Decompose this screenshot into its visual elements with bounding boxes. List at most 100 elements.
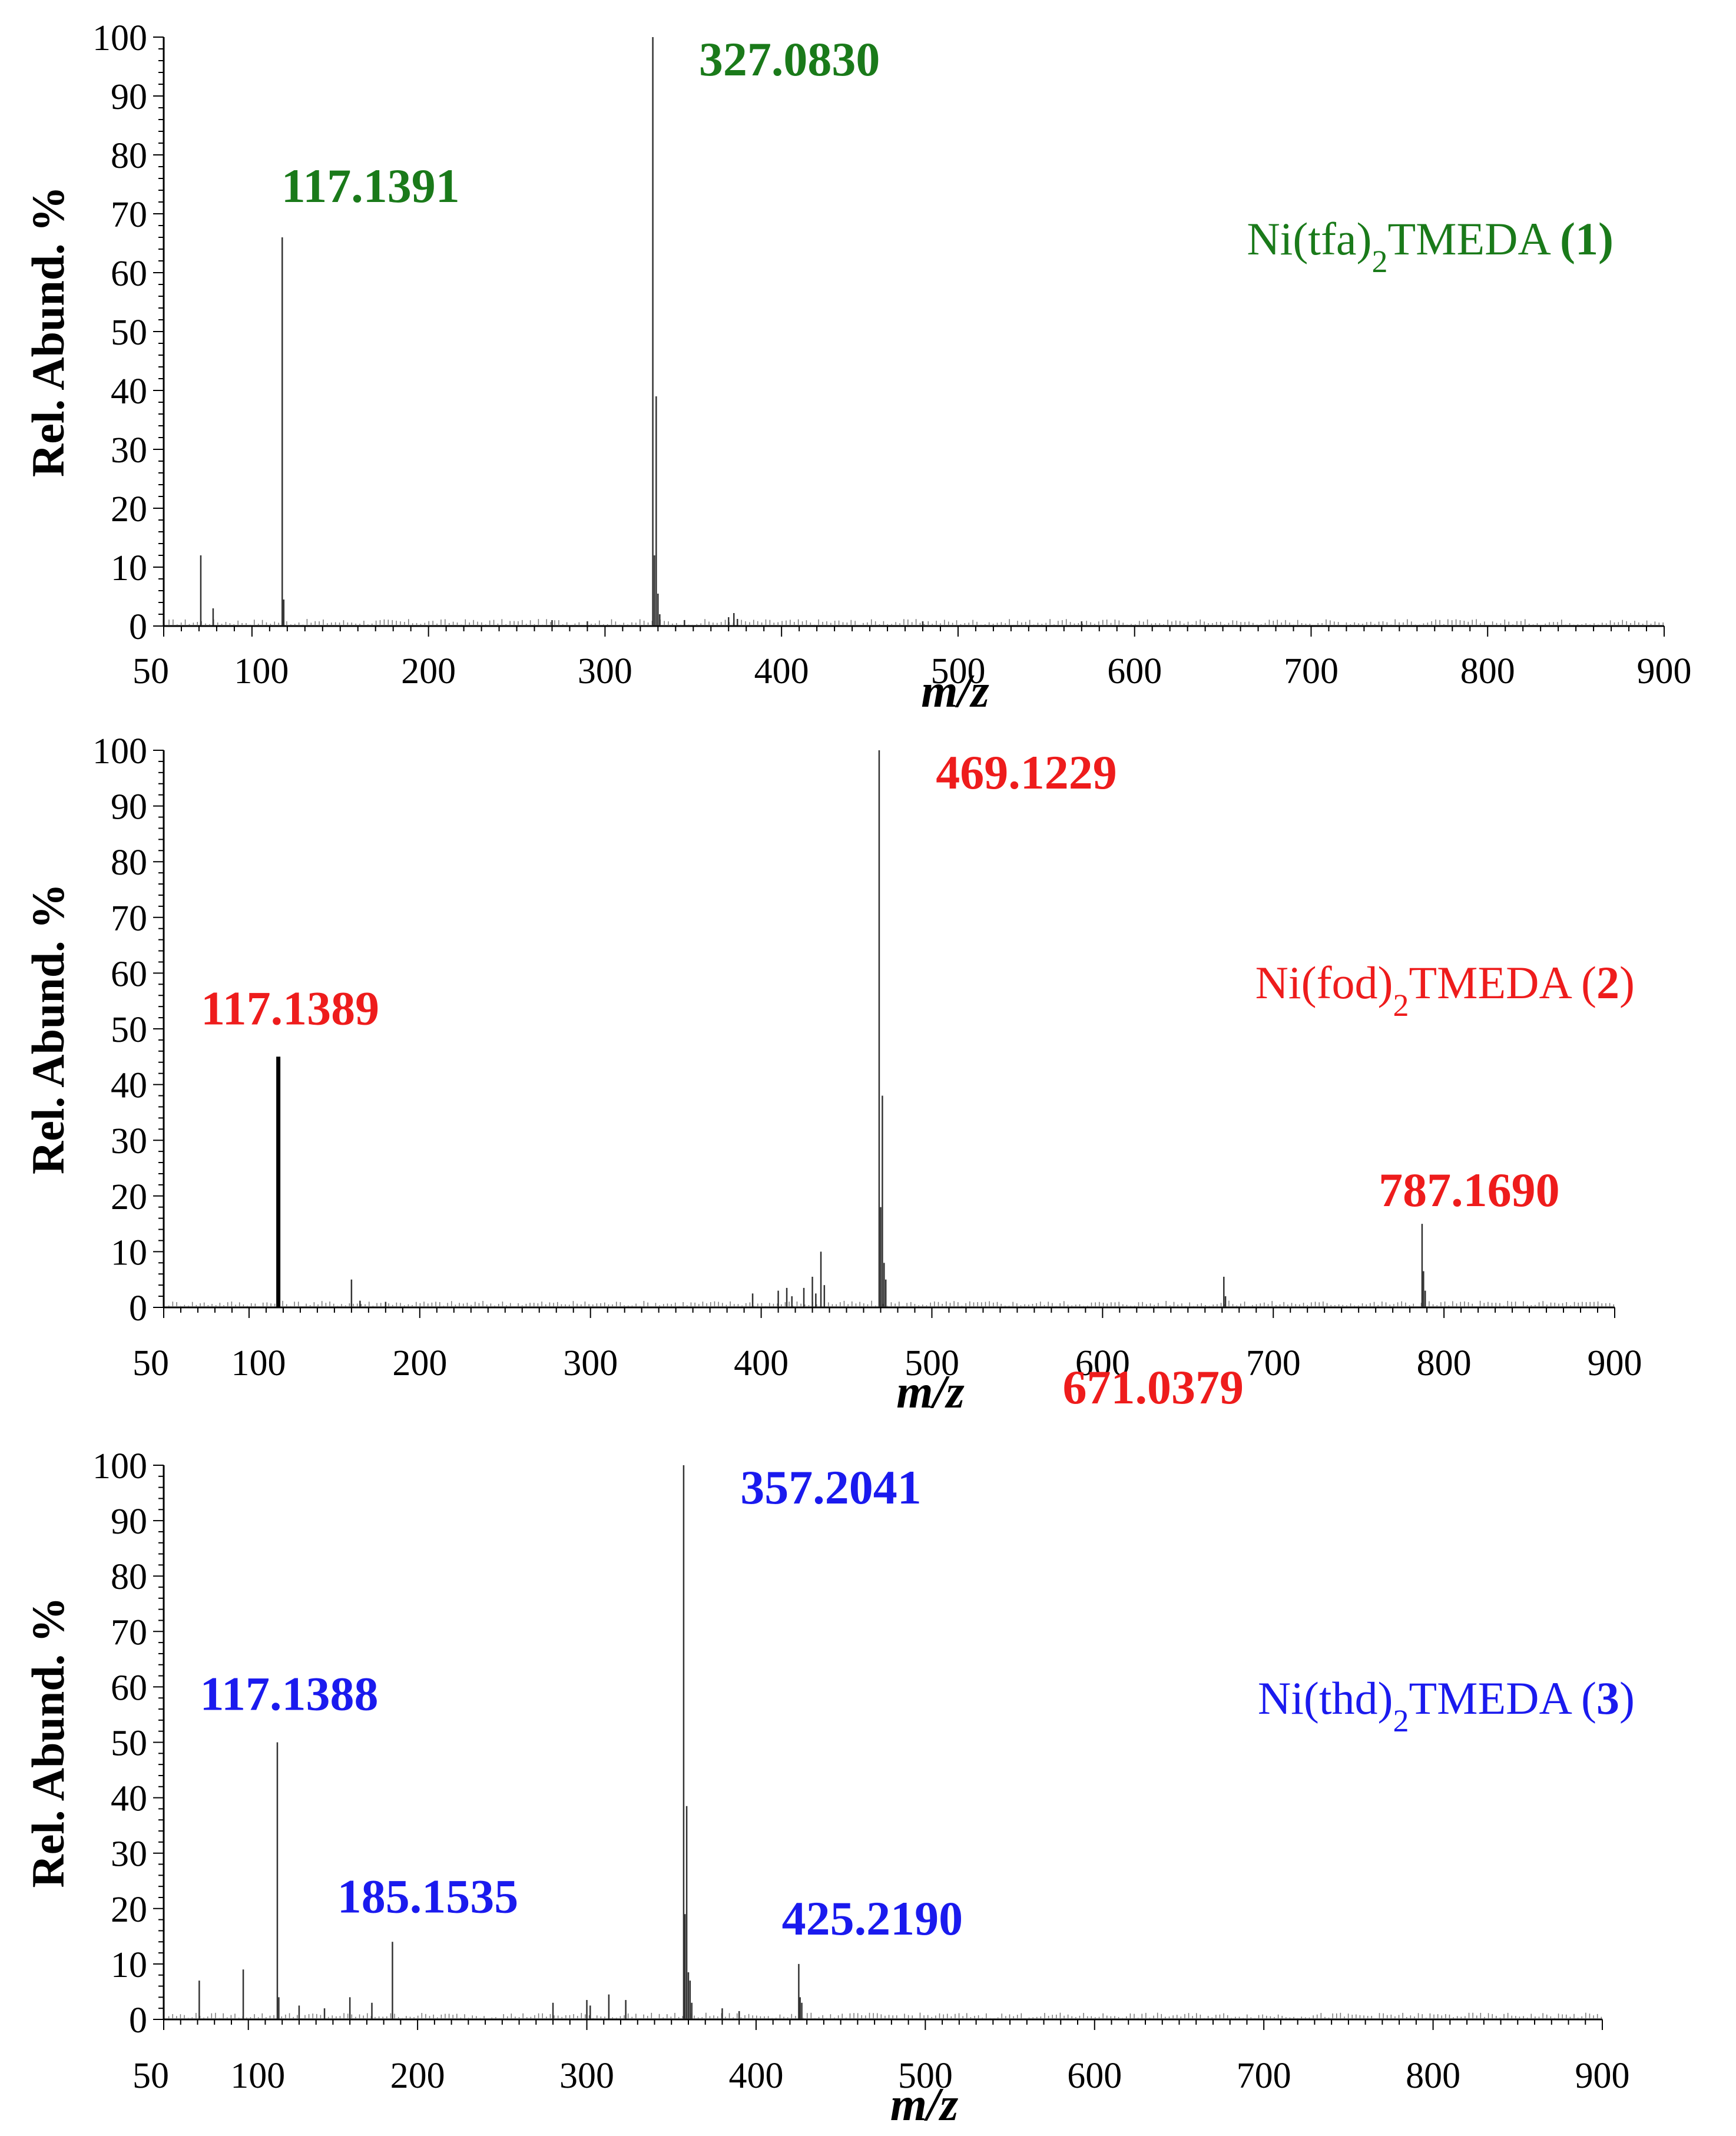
y-tick-label: 30 bbox=[111, 1834, 147, 1875]
compound-label: Ni(tfa)2TMEDA (1) bbox=[1247, 213, 1614, 279]
compound-label-prefix: Ni(thd) bbox=[1258, 1673, 1393, 1724]
y-tick-label: 40 bbox=[111, 1779, 147, 1819]
compound-label-num: 2 bbox=[1596, 957, 1619, 1008]
y-tick-label: 70 bbox=[111, 899, 147, 939]
compound-label-sub: 2 bbox=[1372, 244, 1388, 279]
x-tick-label: 100 bbox=[234, 651, 289, 691]
x-tick-label: 300 bbox=[559, 2056, 614, 2096]
compound-paren-open: ( bbox=[1560, 213, 1575, 264]
compound-label-suffix: TMEDA bbox=[1388, 213, 1561, 264]
x-axis-title: m/z bbox=[896, 1366, 965, 1418]
spectrum-panel-3: 50 100 200 300 400 500 600 700 800 900 0 10 20 30 40 50… bbox=[22, 1446, 1635, 2131]
y-tick-label: 30 bbox=[111, 1121, 147, 1161]
compound-label-num: 1 bbox=[1575, 213, 1598, 264]
x-tick-label: 600 bbox=[1075, 1343, 1130, 1383]
peak-label: 425.2190 bbox=[782, 1892, 963, 1945]
x-tick-label: 500 bbox=[905, 1343, 959, 1383]
y-tick-label: 0 bbox=[129, 2001, 147, 2041]
peak-label: 327.0830 bbox=[699, 32, 880, 86]
x-tick-label: 500 bbox=[898, 2056, 953, 2096]
y-tick-label: 0 bbox=[129, 607, 147, 647]
y-axis-title: Rel. Abund. % bbox=[22, 186, 74, 477]
baseline-noise bbox=[168, 619, 1664, 625]
x-tick-label: 600 bbox=[1107, 651, 1162, 691]
y-tick-label: 80 bbox=[111, 1557, 147, 1597]
compound-label-sub: 2 bbox=[1393, 1703, 1409, 1738]
compound-label: Ni(fod)2TMEDA (2) bbox=[1255, 957, 1635, 1023]
y-tick-label: 40 bbox=[111, 372, 147, 412]
y-tick-label: 20 bbox=[111, 1177, 147, 1217]
x-tick-label: 200 bbox=[401, 651, 456, 691]
x-tick-label: 800 bbox=[1417, 1343, 1472, 1383]
spectrum-panel-1: 50 100 200 300 400 500 600 700 800 900 0 10 20 30 40 50… bbox=[22, 18, 1692, 717]
peak-label: 671.0379 bbox=[1063, 1360, 1244, 1414]
peak-label: 117.1389 bbox=[201, 981, 379, 1035]
x-tick-label: 300 bbox=[578, 651, 632, 691]
compound-label-close: ) bbox=[1619, 957, 1635, 1008]
x-tick-label: 50 bbox=[132, 651, 169, 691]
x-tick-label: 700 bbox=[1284, 651, 1339, 691]
y-tick-label: 20 bbox=[111, 489, 147, 529]
x-tick-label: 100 bbox=[231, 1343, 286, 1383]
x-tick-label: 800 bbox=[1406, 2056, 1460, 2096]
x-tick-label: 300 bbox=[563, 1343, 618, 1383]
x-tick-label: 100 bbox=[230, 2056, 285, 2096]
baseline-noise bbox=[168, 2012, 1602, 2018]
x-tick-label: 400 bbox=[728, 2056, 783, 2096]
spectrum-panel-2: 50 100 200 300 400 500 600 700 800 900 0 10 20 30 40 50… bbox=[22, 731, 1642, 1418]
x-tick-label: 400 bbox=[754, 651, 809, 691]
y-tick-label: 10 bbox=[111, 1233, 147, 1273]
x-tick-label: 200 bbox=[392, 1343, 447, 1383]
x-axis-title: m/z bbox=[890, 2079, 959, 2131]
x-tick-label: 500 bbox=[930, 651, 985, 691]
y-tick-label: 10 bbox=[111, 548, 147, 588]
compound-label-suffix: TMEDA ( bbox=[1409, 1673, 1596, 1724]
x-axis-title: m/z bbox=[921, 665, 989, 717]
x-tick-label: 700 bbox=[1246, 1343, 1301, 1383]
peak-label: 469.1229 bbox=[936, 746, 1117, 799]
compound-label-prefix: Ni(tfa) bbox=[1247, 213, 1371, 264]
baseline-noise bbox=[168, 1300, 1615, 1306]
y-tick-label: 10 bbox=[111, 1945, 147, 1985]
compound-label-prefix: Ni(fod) bbox=[1255, 957, 1393, 1008]
compound-paren-close: ) bbox=[1598, 213, 1614, 264]
compound-label-sub: 2 bbox=[1393, 988, 1409, 1023]
y-tick-label: 70 bbox=[111, 195, 147, 235]
y-tick-label: 80 bbox=[111, 843, 147, 883]
peak-label: 117.1388 bbox=[200, 1667, 378, 1721]
y-tick-label: 50 bbox=[111, 313, 147, 353]
y-tick-label: 90 bbox=[111, 787, 147, 827]
y-axis-title: Rel. Abund. % bbox=[22, 1597, 74, 1887]
y-tick-label: 50 bbox=[111, 1010, 147, 1050]
compound-label-close: ) bbox=[1619, 1673, 1635, 1724]
x-tick-label: 200 bbox=[390, 2056, 445, 2096]
y-tick-label: 20 bbox=[111, 1890, 147, 1930]
y-tick-label: 30 bbox=[111, 430, 147, 471]
y-tick-label: 60 bbox=[111, 954, 147, 994]
y-axis-title: Rel. Abund. % bbox=[22, 883, 74, 1174]
peak-label: 185.1535 bbox=[337, 1869, 519, 1923]
y-tick-label: 100 bbox=[92, 731, 147, 771]
x-tick-label: 700 bbox=[1237, 2056, 1291, 2096]
y-tick-label: 100 bbox=[92, 1446, 147, 1486]
x-tick-label: 900 bbox=[1637, 651, 1692, 691]
x-tick-label: 800 bbox=[1460, 651, 1515, 691]
y-tick-label: 90 bbox=[111, 1502, 147, 1542]
compound-label-suffix: TMEDA ( bbox=[1409, 957, 1596, 1008]
y-tick-label: 0 bbox=[129, 1289, 147, 1329]
peak-label: 787.1690 bbox=[1379, 1163, 1560, 1217]
y-tick-label: 60 bbox=[111, 254, 147, 294]
peak-label: 357.2041 bbox=[740, 1461, 922, 1514]
x-tick-label: 400 bbox=[734, 1343, 789, 1383]
y-tick-label: 80 bbox=[111, 136, 147, 176]
y-tick-label: 60 bbox=[111, 1668, 147, 1708]
x-tick-label: 900 bbox=[1588, 1343, 1642, 1383]
compound-label: Ni(thd)2TMEDA (3) bbox=[1258, 1673, 1635, 1738]
x-tick-label: 900 bbox=[1575, 2056, 1630, 2096]
peak-label: 117.1391 bbox=[281, 159, 460, 213]
x-tick-label: 50 bbox=[132, 2056, 169, 2096]
x-tick-label: 600 bbox=[1067, 2056, 1122, 2096]
y-tick-label: 40 bbox=[111, 1066, 147, 1106]
y-tick-label: 100 bbox=[92, 18, 147, 58]
